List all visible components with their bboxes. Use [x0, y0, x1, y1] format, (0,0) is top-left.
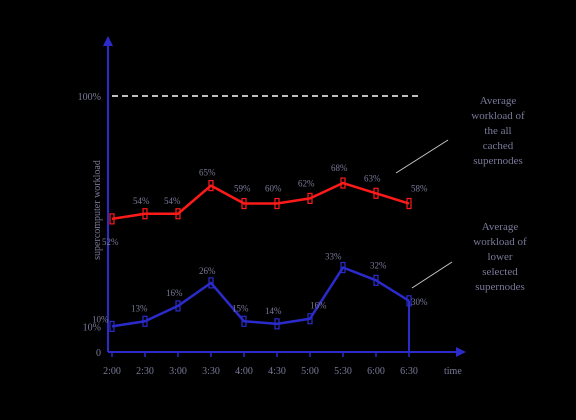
data-label-2: 16% — [166, 288, 183, 298]
data-label-2: 26% — [199, 266, 216, 276]
y-axis-title: supercomputer workload — [92, 160, 103, 260]
data-label-1: 52% — [102, 237, 119, 247]
data-label-2: 15% — [232, 303, 249, 313]
series-point-2 — [208, 277, 214, 289]
series-point-1 — [307, 192, 313, 204]
series-point-2 — [340, 261, 346, 274]
series-point-1 — [373, 187, 379, 199]
x-tick-label: 6:00 — [367, 366, 385, 377]
series-point-1 — [340, 177, 346, 189]
series-point-2 — [373, 274, 379, 286]
data-label-1: 60% — [265, 184, 282, 194]
annotation-leader-top — [395, 139, 449, 174]
series-point-2 — [175, 300, 181, 312]
x-tick-label: 2:00 — [103, 366, 121, 377]
data-label-1: 65% — [199, 168, 216, 178]
series-point-2 — [274, 318, 280, 330]
series-point-1 — [241, 197, 247, 210]
series-annotation-2: Average workload of lower selected supernode… — [473, 221, 527, 293]
x-tick-label: 3:30 — [202, 366, 220, 377]
data-label-2: 30% — [411, 297, 428, 307]
data-label-1: 68% — [331, 163, 348, 173]
x-tick-label: 5:30 — [334, 366, 352, 377]
data-label-2: 13% — [131, 303, 148, 313]
data-label-2: 10% — [92, 314, 109, 324]
series-point-1 — [175, 208, 181, 220]
x-axis-title: time — [444, 366, 462, 377]
data-label-1: 54% — [164, 196, 181, 206]
x-tick-label: 3:00 — [169, 366, 187, 377]
data-label-1: 54% — [133, 196, 150, 206]
series-point-2 — [241, 315, 247, 327]
series-point-1 — [109, 213, 115, 225]
x-tick-label: 6:30 — [400, 366, 418, 377]
series-point-1 — [208, 180, 214, 192]
series-point-2 — [307, 313, 313, 325]
annotation-leader-bottom — [411, 261, 453, 289]
y-tick-label: 100% — [78, 92, 101, 103]
data-label-2: 33% — [325, 252, 342, 262]
series-annotation-1: Average workload of the all cached supernode… — [471, 95, 525, 167]
y-tick-label: 0 — [96, 348, 101, 359]
data-label-1: 62% — [298, 178, 315, 188]
series-line-2 — [111, 266, 410, 328]
series-point-1 — [406, 197, 412, 210]
x-tick-label: 2:30 — [136, 366, 154, 377]
data-label-2: 32% — [370, 260, 387, 270]
x-tick-label: 5:00 — [301, 366, 319, 377]
y-axis-arrow — [103, 36, 113, 46]
series-point-2 — [109, 320, 115, 332]
series-line-1 — [111, 181, 410, 221]
data-label-1: 59% — [234, 184, 251, 194]
x-tick-label: 4:00 — [235, 366, 253, 377]
data-label-1: 63% — [364, 173, 381, 183]
series-point-1 — [142, 208, 148, 220]
data-label-2: 16% — [310, 301, 327, 311]
data-label-2: 14% — [265, 306, 282, 316]
series-point-2 — [142, 315, 148, 327]
series-point-1 — [274, 197, 280, 210]
x-axis-arrow — [456, 347, 466, 357]
x-tick-label: 4:30 — [268, 366, 286, 377]
data-label-1: 58% — [411, 184, 428, 194]
y-tick-label: 10% — [83, 322, 101, 333]
